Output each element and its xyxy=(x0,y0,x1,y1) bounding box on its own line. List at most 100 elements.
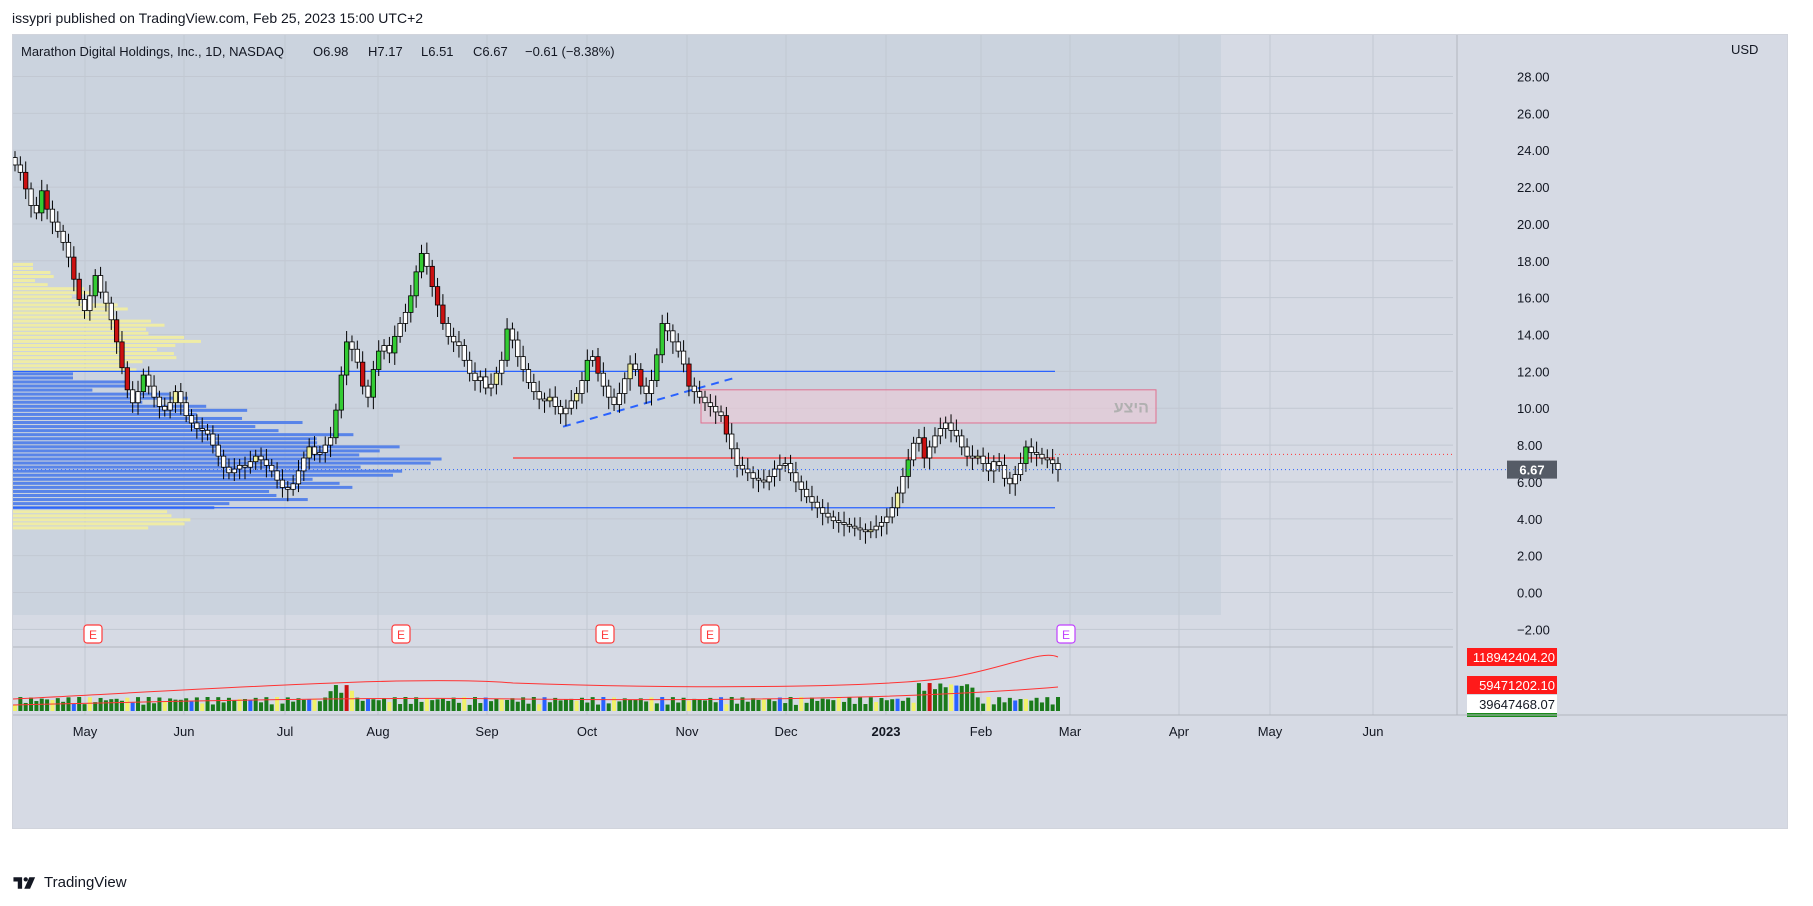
volume-bar xyxy=(55,698,60,711)
candle-body xyxy=(279,479,286,488)
candle-body xyxy=(1034,452,1040,455)
volume-profile-bar xyxy=(13,408,248,412)
volume-bar xyxy=(638,698,643,711)
volume-bar xyxy=(269,704,274,711)
candle-body xyxy=(92,275,98,297)
volume-profile-bar xyxy=(13,372,73,376)
volume-bar xyxy=(275,697,280,711)
volume-profile-bar xyxy=(13,396,188,400)
candle-body xyxy=(659,323,665,356)
volume-profile-bar xyxy=(13,311,109,315)
volume-profile-bar xyxy=(13,425,256,429)
y-tick-label: 20.00 xyxy=(1517,217,1550,232)
volume-bar xyxy=(884,700,889,711)
chart-svg[interactable]: היצע E E E E E 118942404.20 59471202.10 396474… xyxy=(12,35,1787,828)
candle-body xyxy=(520,356,526,370)
volume-bar xyxy=(505,699,510,711)
volume-profile-bar xyxy=(13,489,270,493)
candle-body xyxy=(140,374,146,393)
earnings-marker: E xyxy=(83,624,103,644)
candle-body xyxy=(761,479,767,483)
volume-profile-bar xyxy=(13,400,143,404)
volume-bar xyxy=(922,690,927,711)
volume-bar xyxy=(702,700,707,711)
candle-body xyxy=(531,382,537,393)
volume-bar xyxy=(729,697,734,711)
volume-bar xyxy=(954,685,959,711)
y-tick-label: 28.00 xyxy=(1517,70,1550,85)
candle-body xyxy=(632,363,639,370)
volume-bar xyxy=(152,703,157,711)
volume-bar xyxy=(194,697,199,711)
candle-body xyxy=(980,455,986,464)
volume-bar xyxy=(232,700,237,711)
volume-profile-bar xyxy=(13,270,51,274)
candle-body xyxy=(1012,474,1018,485)
volume-bar xyxy=(547,702,552,711)
volume-bar xyxy=(499,699,504,711)
volume-bar xyxy=(403,697,408,711)
candle-body xyxy=(611,396,617,405)
candle-body xyxy=(188,415,195,424)
candle-body xyxy=(33,205,39,214)
volume-bar xyxy=(579,697,584,711)
volume-bar xyxy=(772,701,777,711)
tradingview-brand[interactable]: TradingView xyxy=(12,874,127,891)
volume-bar xyxy=(660,697,665,711)
volume-bar xyxy=(756,699,761,711)
volume-bar xyxy=(414,697,419,711)
volume-bar xyxy=(328,691,333,711)
candle-body xyxy=(948,422,954,431)
volume-profile-bar xyxy=(13,376,73,380)
volume-bar xyxy=(515,701,520,711)
candle-body xyxy=(622,378,628,394)
volume-bar xyxy=(280,703,285,711)
publisher-caption: issypri published on TradingView.com, Fe… xyxy=(12,10,424,26)
ohlc-low: L6.51 xyxy=(421,44,454,59)
volume-bar xyxy=(478,703,483,711)
volume-profile-bar xyxy=(13,481,340,485)
candle-body xyxy=(627,363,633,380)
x-tick-label: Jul xyxy=(277,724,294,739)
volume-value-label: 118942404.20 xyxy=(1473,650,1555,665)
volume-profile-bar xyxy=(13,457,442,461)
volume-bar xyxy=(1029,700,1034,711)
candle-body xyxy=(937,428,943,437)
volume-bar xyxy=(879,698,884,711)
candle-body xyxy=(697,391,703,398)
volume-bar xyxy=(1050,704,1055,711)
volume-bar xyxy=(87,697,92,711)
volume-bar xyxy=(1056,697,1060,711)
volume-bar xyxy=(644,701,649,711)
candle-body xyxy=(215,444,221,457)
volume-bar xyxy=(670,697,675,711)
y-tick-label: 26.00 xyxy=(1517,106,1550,121)
candle-body xyxy=(397,323,403,337)
volume-bar xyxy=(312,698,317,711)
volume-bar xyxy=(911,702,916,711)
volume-bar xyxy=(371,699,376,711)
candle-body xyxy=(146,374,152,387)
candle-body xyxy=(1044,457,1050,461)
candle-body xyxy=(269,464,275,472)
candle-body xyxy=(771,468,778,477)
candle-body xyxy=(1007,477,1013,485)
volume-profile-bar xyxy=(13,323,165,327)
candle-body xyxy=(274,470,280,481)
volume-bar xyxy=(1045,697,1050,711)
volume-bar xyxy=(713,702,718,711)
candle-body xyxy=(81,299,88,311)
ohlc-close: C6.67 xyxy=(473,44,508,59)
currency-label: USD xyxy=(1731,42,1758,57)
candle-body xyxy=(793,472,799,483)
volume-bar xyxy=(39,698,44,711)
supply-zone xyxy=(700,389,1157,424)
volume-profile-bar xyxy=(13,279,36,283)
volume-bar xyxy=(1018,699,1023,711)
volume-bar xyxy=(430,700,435,711)
candle-body xyxy=(327,437,334,446)
chart-frame: היצע E E E E E 118942404.20 59471202.10 396474… xyxy=(12,34,1788,829)
x-tick-label: May xyxy=(73,724,98,739)
volume-bar xyxy=(237,698,242,711)
volume-bar xyxy=(398,704,403,711)
